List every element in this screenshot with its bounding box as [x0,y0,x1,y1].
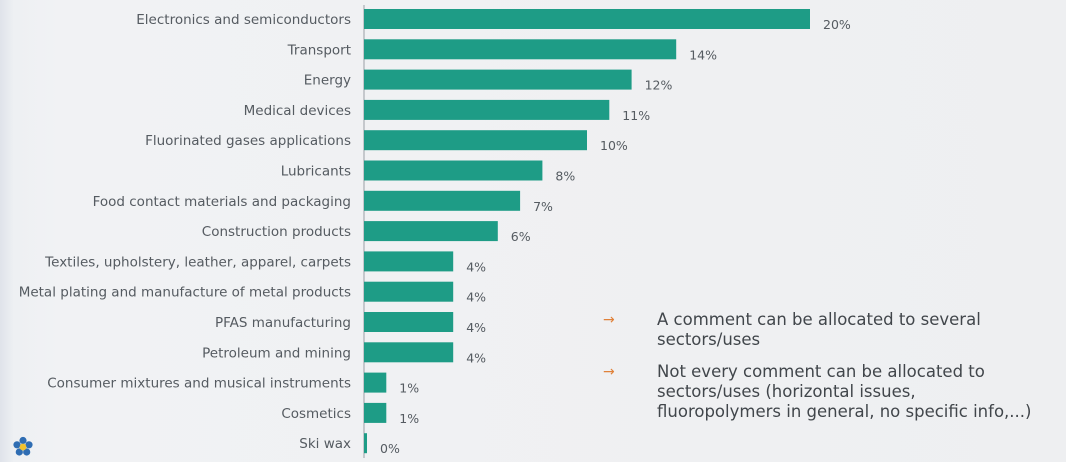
category-label-energy: Energy [304,73,351,89]
value-label-transport: 14% [689,47,717,62]
category-label-fluorinated-gases-applications: Fluorinated gases applications [145,133,351,149]
bar-consumer-mixtures-and-musical-instruments [364,372,387,393]
value-label-construction-products: 6% [511,229,531,244]
note-several-sectors: → A comment can be allocated to several … [600,310,1040,350]
category-label-textiles-upholstery-leather-apparel-carpets: Textiles, upholstery, leather, apparel, … [44,254,351,270]
bar-petroleum-and-mining [364,342,454,363]
bar-food-contact-materials-and-packaging [364,190,521,211]
category-label-construction-products: Construction products [202,224,351,240]
category-label-metal-plating-and-manufacture-of-metal-products: Metal plating and manufacture of metal p… [19,285,351,301]
value-label-energy: 12% [645,78,673,93]
category-label-lubricants: Lubricants [281,164,351,180]
arrow-icon: → [603,312,615,328]
bar-electronics-and-semiconductors [364,9,810,29]
value-label-ski-wax: 0% [380,441,400,456]
value-label-petroleum-and-mining: 4% [466,350,486,365]
bar-energy [364,69,632,90]
category-label-electronics-and-semiconductors: Electronics and semiconductors [136,12,351,28]
bar-fluorinated-gases-applications [364,130,587,151]
value-label-food-contact-materials-and-packaging: 7% [533,199,553,214]
category-label-medical-devices: Medical devices [244,103,351,119]
value-label-fluorinated-gases-applications: 10% [600,138,628,153]
value-label-electronics-and-semiconductors: 20% [823,17,851,32]
value-label-cosmetics: 1% [399,411,419,426]
bar-transport [364,39,677,60]
value-label-pfas-manufacturing: 4% [466,320,486,335]
value-label-medical-devices: 11% [622,108,650,123]
note-text: A comment can be allocated to several se… [657,310,981,349]
value-label-consumer-mixtures-and-musical-instruments: 1% [399,381,419,396]
bar-metal-plating-and-manufacture-of-metal-products [364,281,454,302]
arrow-icon: → [603,364,615,380]
value-label-lubricants: 8% [555,169,575,184]
bar-textiles-upholstery-leather-apparel-carpets [364,251,454,272]
category-label-consumer-mixtures-and-musical-instruments: Consumer mixtures and musical instrument… [47,376,351,392]
value-label-metal-plating-and-manufacture-of-metal-products: 4% [466,290,486,305]
category-label-food-contact-materials-and-packaging: Food contact materials and packaging [93,194,351,210]
note-text: Not every comment can be allocated to se… [657,362,1032,421]
category-label-transport: Transport [287,42,351,58]
flower-logo-icon [13,436,33,456]
notes-panel: → A comment can be allocated to several … [600,310,1040,422]
category-label-pfas-manufacturing: PFAS manufacturing [215,315,351,331]
category-label-petroleum-and-mining: Petroleum and mining [202,345,351,361]
bar-cosmetics [364,402,387,423]
note-not-allocated: → Not every comment can be allocated to … [600,362,1040,422]
category-label-ski-wax: Ski wax [299,436,351,452]
bar-pfas-manufacturing [364,312,454,332]
bar-medical-devices [364,99,610,120]
value-label-textiles-upholstery-leather-apparel-carpets: 4% [466,259,486,274]
bar-ski-wax [364,433,367,454]
category-label-cosmetics: Cosmetics [281,406,351,422]
bar-construction-products [364,221,498,242]
bar-lubricants [364,160,543,181]
